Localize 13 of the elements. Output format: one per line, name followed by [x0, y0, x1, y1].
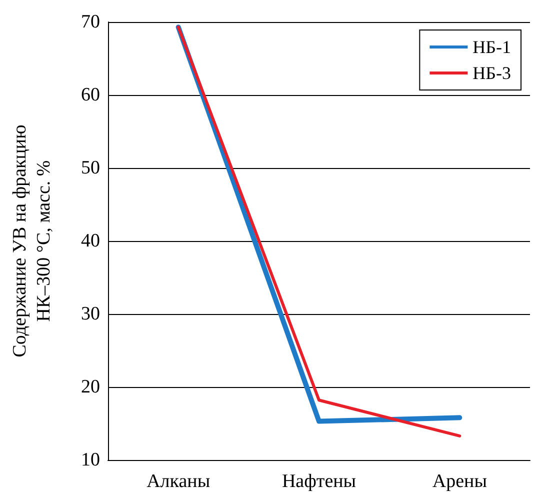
y-tick-label: 40 — [81, 230, 100, 252]
x-tick-label: Нафтены — [282, 471, 356, 492]
y-tick-label: 10 — [81, 450, 100, 470]
legend-label: НБ-1 — [472, 37, 512, 57]
legend-label: НБ-3 — [472, 63, 512, 83]
y-axis-title: Содержание УВ на фракцию НК–300 °С, масс. % — [10, 124, 54, 358]
y-tick-label: 50 — [81, 158, 100, 178]
y-tick-label: 60 — [81, 84, 100, 106]
y-tick-label: 30 — [81, 304, 100, 324]
y-tick-label: 70 — [81, 12, 100, 32]
x-tick-label: Алканы — [146, 471, 210, 492]
y-tick-label: 20 — [81, 376, 100, 398]
x-tick-label: Арены — [432, 471, 488, 492]
